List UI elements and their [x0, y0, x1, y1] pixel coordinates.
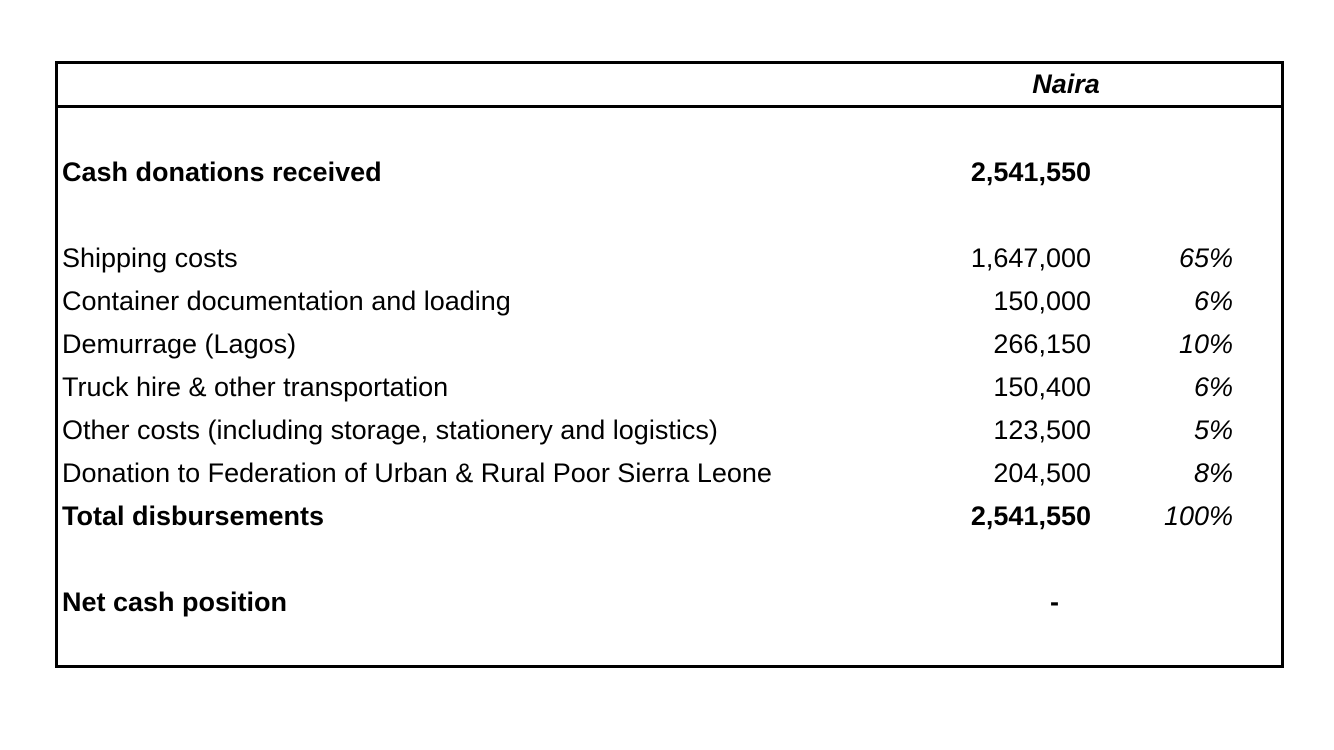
total-percent: 100%	[1163, 501, 1233, 531]
disbursement-percent: 6%	[1193, 286, 1233, 316]
disbursement-row: Shipping costs 1,647,000 65%	[58, 237, 1281, 280]
disbursement-label: Container documentation and loading	[62, 286, 511, 316]
spacer-row	[58, 538, 1281, 581]
total-row: Total disbursements 2,541,550 100%	[58, 495, 1281, 538]
financial-summary-table: Naira Cash donations received 2,541,550 …	[55, 61, 1284, 668]
disbursement-amount: 204,500	[993, 458, 1091, 488]
disbursement-percent: 6%	[1193, 372, 1233, 402]
disbursement-amount: 123,500	[993, 415, 1091, 445]
disbursement-label: Shipping costs	[62, 243, 238, 273]
table-body: Cash donations received 2,541,550 Shippi…	[58, 108, 1281, 624]
disbursement-label: Truck hire & other transportation	[62, 372, 449, 402]
disbursement-percent: 10%	[1178, 329, 1233, 359]
disbursement-percent: 8%	[1193, 458, 1233, 488]
disbursement-row: Demurrage (Lagos) 266,150 10%	[58, 323, 1281, 366]
disbursement-label: Other costs (including storage, statione…	[62, 415, 718, 445]
net-cash-amount: -	[1050, 587, 1059, 617]
income-row: Cash donations received 2,541,550	[58, 151, 1281, 194]
disbursement-label: Demurrage (Lagos)	[62, 329, 297, 359]
disbursement-row: Container documentation and loading 150,…	[58, 280, 1281, 323]
currency-column-header: Naira	[1032, 69, 1100, 99]
disbursement-amount: 266,150	[993, 329, 1091, 359]
net-cash-label: Net cash position	[62, 587, 288, 617]
disbursement-percent: 5%	[1193, 415, 1233, 445]
table-header-row: Naira	[58, 64, 1281, 108]
spacer-row	[58, 194, 1281, 237]
disbursement-row: Truck hire & other transportation 150,40…	[58, 366, 1281, 409]
disbursement-amount: 150,400	[993, 372, 1091, 402]
disbursement-percent: 65%	[1178, 243, 1233, 273]
income-amount: 2,541,550	[970, 157, 1091, 187]
spacer-row	[58, 108, 1281, 151]
disbursement-amount: 1,647,000	[970, 243, 1091, 273]
total-amount: 2,541,550	[970, 501, 1091, 531]
disbursement-row: Other costs (including storage, statione…	[58, 409, 1281, 452]
total-label: Total disbursements	[62, 501, 325, 531]
net-cash-row: Net cash position -	[58, 581, 1281, 624]
disbursement-amount: 150,000	[993, 286, 1091, 316]
income-label: Cash donations received	[62, 157, 382, 187]
disbursement-row: Donation to Federation of Urban & Rural …	[58, 452, 1281, 495]
disbursement-label: Donation to Federation of Urban & Rural …	[62, 458, 772, 488]
